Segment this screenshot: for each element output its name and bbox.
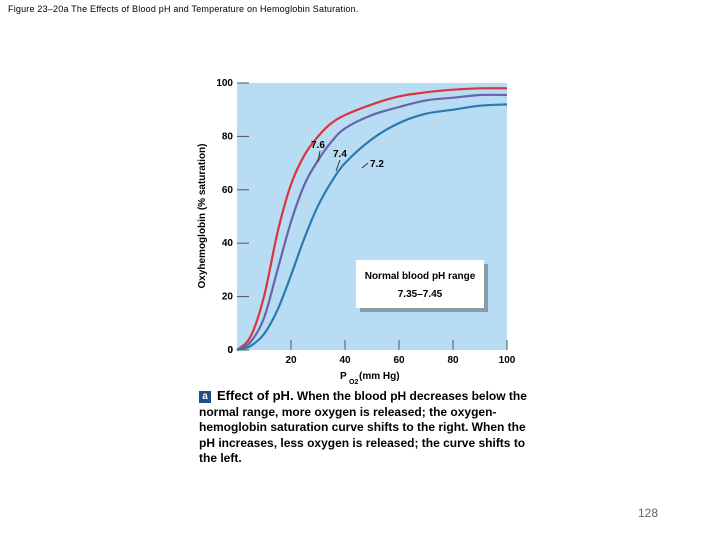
normal-ph-legend-box: Normal blood pH range 7.35–7.45 xyxy=(356,260,488,312)
legend-line-1: Normal blood pH range xyxy=(365,271,476,282)
caption-badge: a xyxy=(199,391,211,403)
curve-ph-7.2 xyxy=(236,103,508,352)
saturation-curves xyxy=(236,87,508,352)
y-tick-label-100: 100 xyxy=(216,78,233,89)
y-tick-label-0: 0 xyxy=(227,345,233,356)
legend-line-2: 7.35–7.45 xyxy=(398,289,443,300)
y-axis-ticks: 0 20 40 60 80 100 xyxy=(216,78,249,356)
caption-text: When the blood pH decreases below the no… xyxy=(199,389,527,465)
x-tick-label-40: 40 xyxy=(339,355,351,366)
curve-label-7.6: 7.6 xyxy=(311,140,325,151)
y-tick-label-80: 80 xyxy=(222,131,234,142)
curve-label-7.4: 7.4 xyxy=(333,149,347,160)
curve-label-7.2: 7.2 xyxy=(370,159,384,170)
figure-title: Figure 23–20a The Effects of Blood pH an… xyxy=(8,4,359,14)
x-tick-label-60: 60 xyxy=(393,355,405,366)
curve-label-leader-7.2 xyxy=(361,162,369,169)
y-axis-label: Oxyhemoglobin (% saturation) xyxy=(197,143,208,288)
x-tick-label-80: 80 xyxy=(447,355,459,366)
y-tick-label-20: 20 xyxy=(222,292,234,303)
curve-label-leader-7.6 xyxy=(317,150,321,163)
x-axis-label-unit: (mm Hg) xyxy=(359,371,400,382)
y-tick-label-40: 40 xyxy=(222,238,234,249)
y-tick-label-60: 60 xyxy=(222,185,234,196)
x-axis-label-subscript: O2 xyxy=(349,379,358,386)
legend-box xyxy=(356,260,484,308)
page-number: 128 xyxy=(638,506,659,520)
x-axis-label-main: P xyxy=(340,371,347,382)
curve-ph-7.6 xyxy=(236,87,508,351)
x-axis-label: P O2 (mm Hg) xyxy=(340,371,400,386)
curve-ph-7.4 xyxy=(236,93,508,351)
curve-label-leader-7.4 xyxy=(335,159,341,172)
caption-lead: Effect of pH. xyxy=(217,388,294,403)
origin-label: 0 xyxy=(227,345,233,356)
x-tick-label-100: 100 xyxy=(499,355,516,366)
x-tick-label-20: 20 xyxy=(285,355,297,366)
curve-labels: 7.6 7.4 7.2 xyxy=(311,140,384,172)
x-axis-ticks: 20 40 60 80 100 0 xyxy=(227,340,516,366)
figure-caption: a Effect of pH. When the blood pH decreas… xyxy=(199,388,539,467)
